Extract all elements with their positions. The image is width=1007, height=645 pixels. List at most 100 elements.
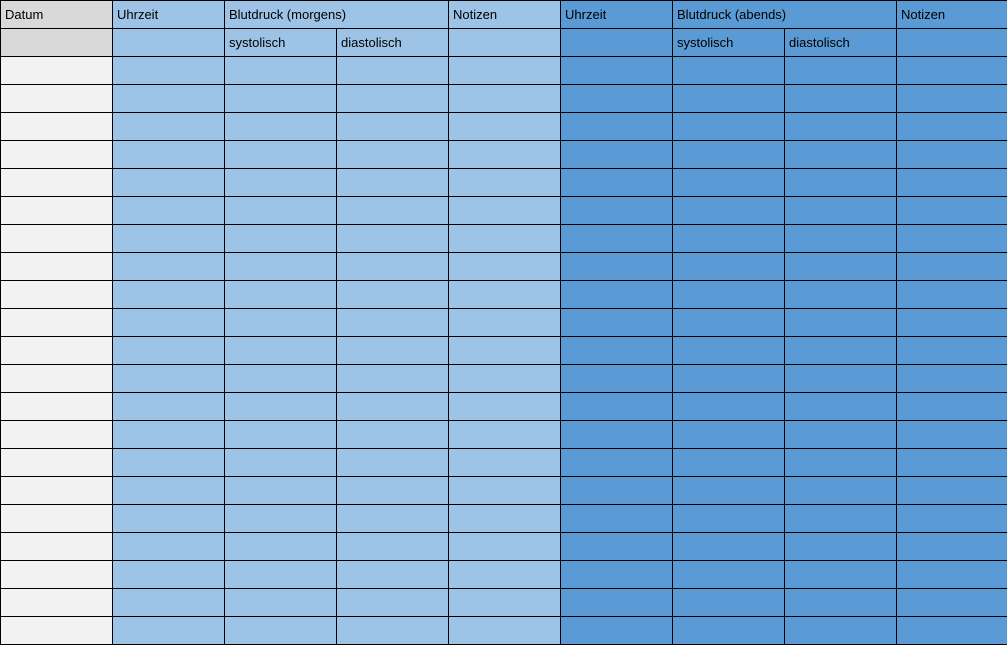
cell-systolic-morning[interactable] — [225, 141, 337, 169]
cell-datum[interactable] — [1, 533, 113, 561]
cell-diastolic-morning[interactable] — [337, 589, 449, 617]
cell-uhrzeit-morning[interactable] — [113, 617, 225, 645]
cell-systolic-morning[interactable] — [225, 337, 337, 365]
cell-datum[interactable] — [1, 393, 113, 421]
cell-notizen-evening[interactable] — [897, 533, 1007, 561]
cell-systolic-morning[interactable] — [225, 393, 337, 421]
cell-uhrzeit-morning[interactable] — [113, 253, 225, 281]
cell-notizen-morning[interactable] — [449, 85, 561, 113]
cell-uhrzeit-evening[interactable] — [561, 225, 673, 253]
cell-notizen-evening[interactable] — [897, 393, 1007, 421]
cell-systolic-evening[interactable] — [673, 85, 785, 113]
cell-diastolic-evening[interactable] — [785, 589, 897, 617]
cell-diastolic-morning[interactable] — [337, 169, 449, 197]
cell-uhrzeit-evening[interactable] — [561, 281, 673, 309]
cell-datum[interactable] — [1, 477, 113, 505]
cell-diastolic-evening[interactable] — [785, 113, 897, 141]
cell-systolic-evening[interactable] — [673, 281, 785, 309]
cell-systolic-evening[interactable] — [673, 141, 785, 169]
cell-uhrzeit-evening[interactable] — [561, 589, 673, 617]
cell-datum[interactable] — [1, 505, 113, 533]
cell-uhrzeit-evening[interactable] — [561, 449, 673, 477]
cell-notizen-evening[interactable] — [897, 85, 1007, 113]
cell-diastolic-morning[interactable] — [337, 113, 449, 141]
cell-diastolic-evening[interactable] — [785, 393, 897, 421]
cell-diastolic-morning[interactable] — [337, 309, 449, 337]
cell-systolic-evening[interactable] — [673, 197, 785, 225]
cell-datum[interactable] — [1, 337, 113, 365]
cell-notizen-morning[interactable] — [449, 393, 561, 421]
cell-datum[interactable] — [1, 57, 113, 85]
cell-uhrzeit-evening[interactable] — [561, 169, 673, 197]
cell-uhrzeit-morning[interactable] — [113, 561, 225, 589]
cell-systolic-evening[interactable] — [673, 169, 785, 197]
cell-datum[interactable] — [1, 589, 113, 617]
cell-uhrzeit-morning[interactable] — [113, 225, 225, 253]
cell-datum[interactable] — [1, 617, 113, 645]
cell-diastolic-morning[interactable] — [337, 225, 449, 253]
cell-uhrzeit-evening[interactable] — [561, 141, 673, 169]
cell-systolic-evening[interactable] — [673, 113, 785, 141]
cell-uhrzeit-evening[interactable] — [561, 421, 673, 449]
cell-uhrzeit-evening[interactable] — [561, 393, 673, 421]
cell-systolic-evening[interactable] — [673, 225, 785, 253]
cell-diastolic-morning[interactable] — [337, 365, 449, 393]
cell-diastolic-evening[interactable] — [785, 141, 897, 169]
cell-systolic-evening[interactable] — [673, 365, 785, 393]
cell-systolic-evening[interactable] — [673, 449, 785, 477]
cell-uhrzeit-morning[interactable] — [113, 169, 225, 197]
cell-notizen-evening[interactable] — [897, 617, 1007, 645]
cell-diastolic-evening[interactable] — [785, 561, 897, 589]
cell-notizen-morning[interactable] — [449, 253, 561, 281]
cell-systolic-morning[interactable] — [225, 533, 337, 561]
cell-diastolic-evening[interactable] — [785, 281, 897, 309]
cell-notizen-morning[interactable] — [449, 561, 561, 589]
cell-diastolic-evening[interactable] — [785, 505, 897, 533]
cell-uhrzeit-morning[interactable] — [113, 309, 225, 337]
cell-uhrzeit-evening[interactable] — [561, 505, 673, 533]
cell-uhrzeit-evening[interactable] — [561, 57, 673, 85]
cell-notizen-evening[interactable] — [897, 113, 1007, 141]
cell-systolic-morning[interactable] — [225, 197, 337, 225]
cell-systolic-evening[interactable] — [673, 57, 785, 85]
cell-systolic-morning[interactable] — [225, 421, 337, 449]
cell-systolic-evening[interactable] — [673, 253, 785, 281]
cell-diastolic-evening[interactable] — [785, 169, 897, 197]
cell-diastolic-morning[interactable] — [337, 57, 449, 85]
cell-diastolic-morning[interactable] — [337, 197, 449, 225]
cell-diastolic-evening[interactable] — [785, 57, 897, 85]
cell-uhrzeit-morning[interactable] — [113, 393, 225, 421]
cell-notizen-evening[interactable] — [897, 589, 1007, 617]
cell-notizen-morning[interactable] — [449, 169, 561, 197]
cell-systolic-evening[interactable] — [673, 533, 785, 561]
cell-diastolic-evening[interactable] — [785, 253, 897, 281]
cell-notizen-evening[interactable] — [897, 141, 1007, 169]
cell-uhrzeit-evening[interactable] — [561, 337, 673, 365]
cell-uhrzeit-morning[interactable] — [113, 589, 225, 617]
cell-uhrzeit-morning[interactable] — [113, 365, 225, 393]
cell-systolic-evening[interactable] — [673, 617, 785, 645]
cell-systolic-morning[interactable] — [225, 449, 337, 477]
cell-diastolic-evening[interactable] — [785, 337, 897, 365]
cell-uhrzeit-evening[interactable] — [561, 477, 673, 505]
cell-uhrzeit-evening[interactable] — [561, 365, 673, 393]
cell-datum[interactable] — [1, 113, 113, 141]
cell-systolic-morning[interactable] — [225, 477, 337, 505]
cell-notizen-evening[interactable] — [897, 57, 1007, 85]
cell-diastolic-evening[interactable] — [785, 365, 897, 393]
cell-uhrzeit-morning[interactable] — [113, 421, 225, 449]
cell-diastolic-morning[interactable] — [337, 85, 449, 113]
cell-systolic-evening[interactable] — [673, 309, 785, 337]
cell-uhrzeit-morning[interactable] — [113, 141, 225, 169]
cell-systolic-morning[interactable] — [225, 561, 337, 589]
cell-datum[interactable] — [1, 225, 113, 253]
cell-systolic-morning[interactable] — [225, 225, 337, 253]
cell-systolic-evening[interactable] — [673, 477, 785, 505]
cell-notizen-morning[interactable] — [449, 505, 561, 533]
cell-datum[interactable] — [1, 253, 113, 281]
cell-diastolic-morning[interactable] — [337, 281, 449, 309]
cell-notizen-morning[interactable] — [449, 113, 561, 141]
cell-datum[interactable] — [1, 169, 113, 197]
cell-notizen-evening[interactable] — [897, 421, 1007, 449]
cell-uhrzeit-morning[interactable] — [113, 505, 225, 533]
